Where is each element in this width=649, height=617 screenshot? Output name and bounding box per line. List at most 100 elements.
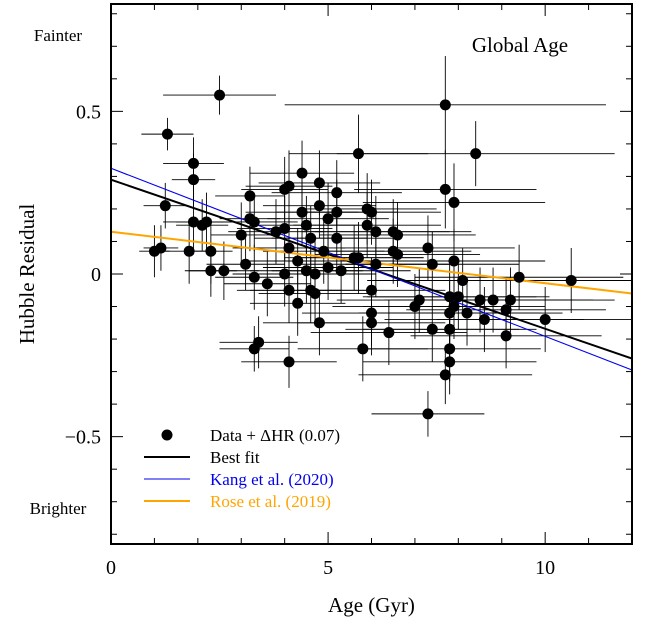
data-point-53 [352,148,364,160]
data-point-28 [283,242,295,254]
y-tick-label: 0.5 [76,101,101,123]
data-point-47 [331,187,343,199]
data-point-74 [439,99,451,111]
data-point-96 [539,314,551,326]
data-point-50 [335,265,347,277]
data-point-5 [187,157,199,169]
data-point-35 [300,219,312,231]
data-point-82 [448,196,460,208]
data-points [148,89,577,420]
data-point-70 [422,242,434,254]
data-point-85 [452,291,464,303]
legend-marker-0 [161,429,173,441]
data-point-7 [187,216,199,228]
data-point-37 [305,232,317,244]
data-point-13 [218,265,230,277]
data-point-4 [183,245,195,257]
data-point-9 [201,216,213,228]
data-point-97 [565,275,577,287]
data-point-59 [366,307,377,319]
y-axis-title: Hubble Residual [15,204,39,345]
x-tick-label: 5 [323,557,333,579]
data-point-75 [439,183,451,195]
data-point-14 [235,229,247,241]
data-point-11 [205,265,217,277]
data-point-71 [422,408,434,420]
data-point-56 [361,219,373,231]
data-point-93 [500,330,512,342]
data-point-22 [261,278,273,290]
data-point-1 [155,242,167,254]
data-point-15 [240,258,252,270]
data-point-6 [187,174,199,186]
data-point-60 [366,317,377,329]
data-point-81 [444,356,456,368]
data-point-54 [357,343,369,355]
fainter-annotation: Fainter [34,26,82,45]
data-point-40 [309,288,321,300]
data-point-25 [279,222,291,234]
data-point-48 [331,206,343,218]
y-tick-label: 0 [91,264,101,286]
data-point-57 [366,206,377,218]
data-point-95 [513,271,525,283]
data-point-79 [444,323,456,335]
data-point-16 [244,190,256,202]
data-point-46 [322,261,334,273]
legend: Data + ΔHR (0.07) Best fit Kang et al. (20… [144,426,340,511]
tick-labels: 0 5 10 0.5 0 −0.5 [65,101,555,579]
data-point-76 [439,369,451,381]
data-point-92 [500,304,512,316]
data-point-67 [392,248,404,260]
data-point-87 [461,307,473,319]
data-point-88 [470,148,482,160]
data-point-86 [457,275,469,287]
data-point-63 [383,327,395,339]
data-point-18 [248,216,260,228]
data-point-72 [426,258,438,270]
data-point-27 [283,180,295,192]
data-point-66 [392,229,404,241]
data-point-33 [296,167,308,179]
data-point-19 [248,271,260,283]
fit-line-1 [110,167,633,371]
data-point-61 [370,226,382,238]
data-point-62 [370,258,382,270]
data-point-89 [474,294,486,306]
data-point-39 [309,268,321,280]
data-point-36 [300,265,312,277]
data-point-49 [331,232,343,244]
brighter-annotation: Brighter [30,499,87,518]
legend-label-0: Data + ΔHR (0.07) [210,426,340,445]
data-point-10 [205,245,217,257]
data-point-45 [322,213,334,225]
data-point-3 [161,128,173,140]
data-point-32 [292,297,304,309]
y-tick-label: −0.5 [65,427,101,449]
data-point-83 [448,255,460,267]
data-point-69 [413,294,425,306]
data-point-41 [313,177,325,189]
data-point-30 [283,356,295,368]
data-point-26 [279,268,291,280]
data-point-12 [214,89,226,101]
panel-title: Global Age [472,33,568,57]
axis-ticks [110,4,633,544]
data-point-84 [448,301,460,313]
data-point-29 [283,284,295,296]
data-point-31 [292,255,304,267]
data-point-44 [318,245,330,257]
data-point-23 [270,226,282,238]
data-point-73 [426,323,438,335]
data-point-58 [366,284,377,296]
data-point-21 [253,336,265,348]
x-axis-title: Age (Gyr) [328,593,415,617]
data-point-90 [478,314,490,326]
data-point-34 [296,206,308,218]
legend-label-2: Kang et al. (2020) [210,470,334,489]
legend-label-3: Rose et al. (2019) [210,492,331,511]
data-point-42 [313,200,325,212]
data-point-77 [444,291,456,303]
data-point-43 [313,317,325,329]
